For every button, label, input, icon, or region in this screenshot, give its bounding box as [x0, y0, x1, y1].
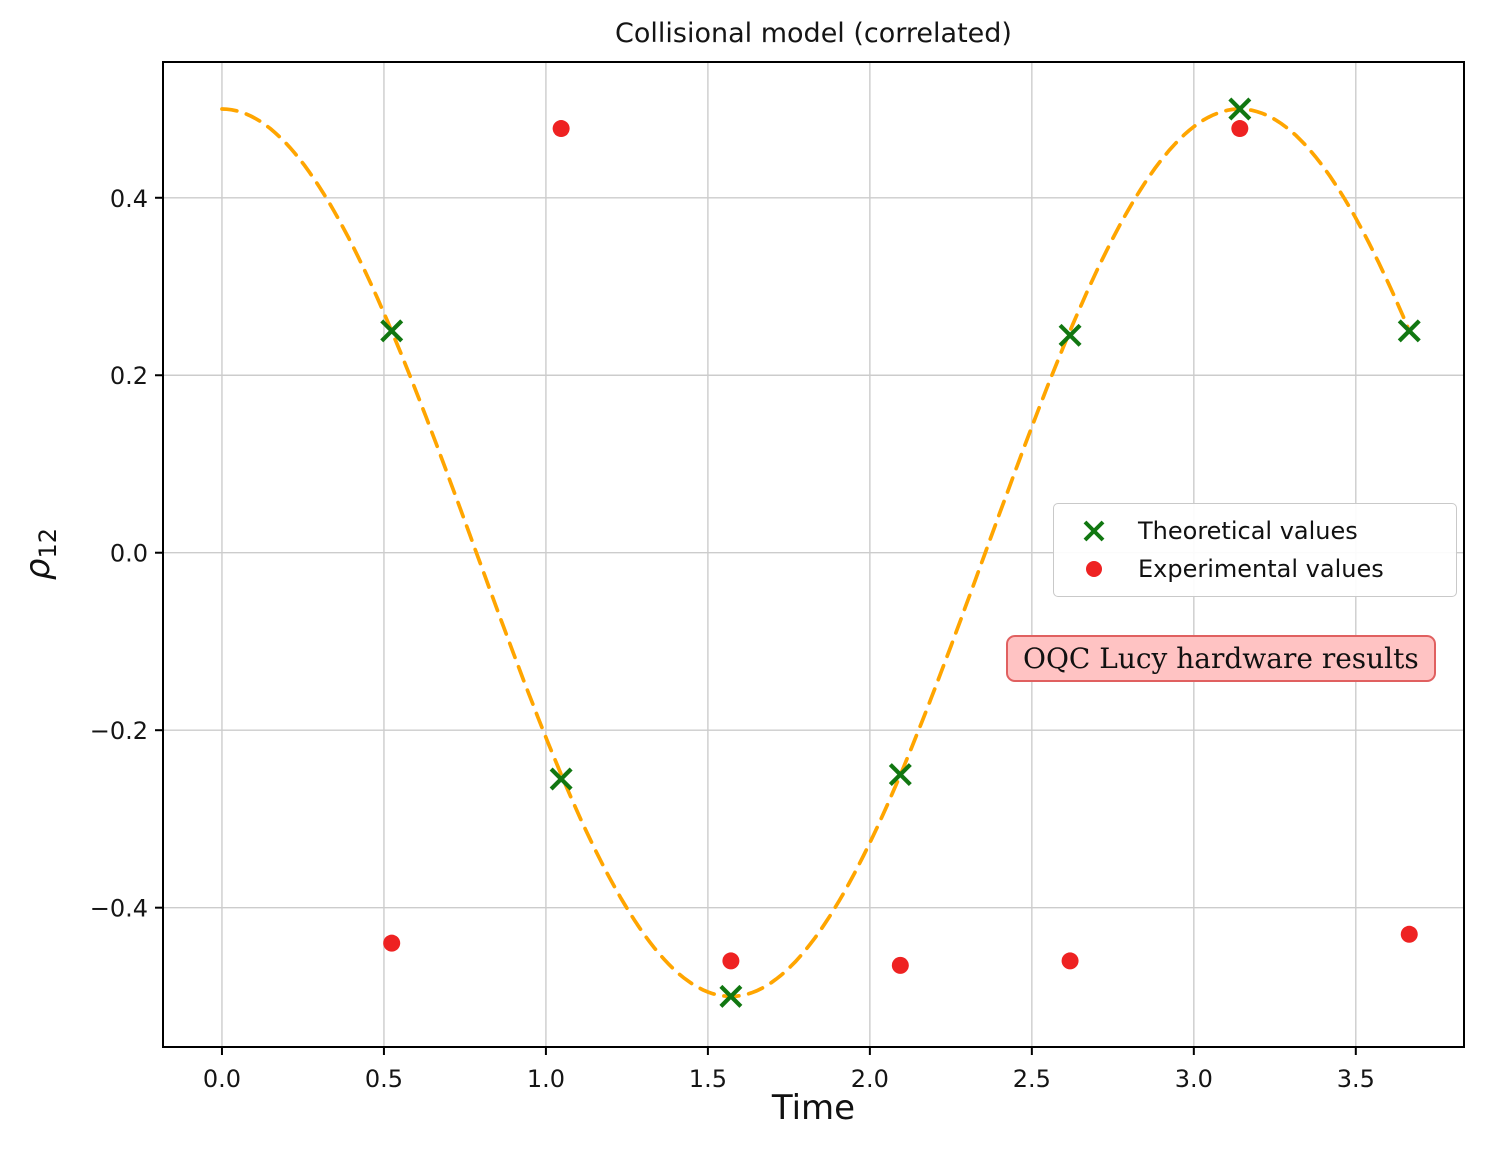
svg-text:1.0: 1.0 — [527, 1065, 565, 1093]
annotation-box: OQC Lucy hardware results — [1006, 635, 1436, 682]
y-axis-label-base: ρ — [18, 558, 58, 581]
legend-item-theoretical: Theoretical values — [1066, 512, 1444, 550]
y-axis-label: ρ12 — [18, 528, 62, 580]
svg-text:0.2: 0.2 — [110, 362, 148, 390]
x-axis-label: Time — [771, 1088, 856, 1128]
svg-text:0.4: 0.4 — [110, 185, 148, 213]
legend: Theoretical values Experimental values — [1053, 503, 1457, 597]
x-marker-icon — [1066, 518, 1122, 544]
legend-label-experimental: Experimental values — [1138, 555, 1384, 583]
svg-text:0.0: 0.0 — [203, 1065, 241, 1093]
svg-text:3.5: 3.5 — [1337, 1065, 1375, 1093]
svg-text:0.5: 0.5 — [365, 1065, 403, 1093]
svg-text:3.0: 3.0 — [1175, 1065, 1213, 1093]
svg-text:2.5: 2.5 — [1013, 1065, 1051, 1093]
svg-text:2.0: 2.0 — [851, 1065, 889, 1093]
svg-text:−0.2: −0.2 — [90, 717, 148, 745]
dot-marker-icon — [1066, 556, 1122, 582]
legend-item-experimental: Experimental values — [1066, 550, 1444, 588]
legend-label-theoretical: Theoretical values — [1138, 517, 1358, 545]
svg-text:1.5: 1.5 — [689, 1065, 727, 1093]
chart-title: Collisional model (correlated) — [615, 18, 1012, 49]
y-axis-label-subscript: 12 — [34, 527, 62, 559]
svg-text:0.0: 0.0 — [110, 540, 148, 568]
svg-text:−0.4: −0.4 — [90, 895, 148, 923]
